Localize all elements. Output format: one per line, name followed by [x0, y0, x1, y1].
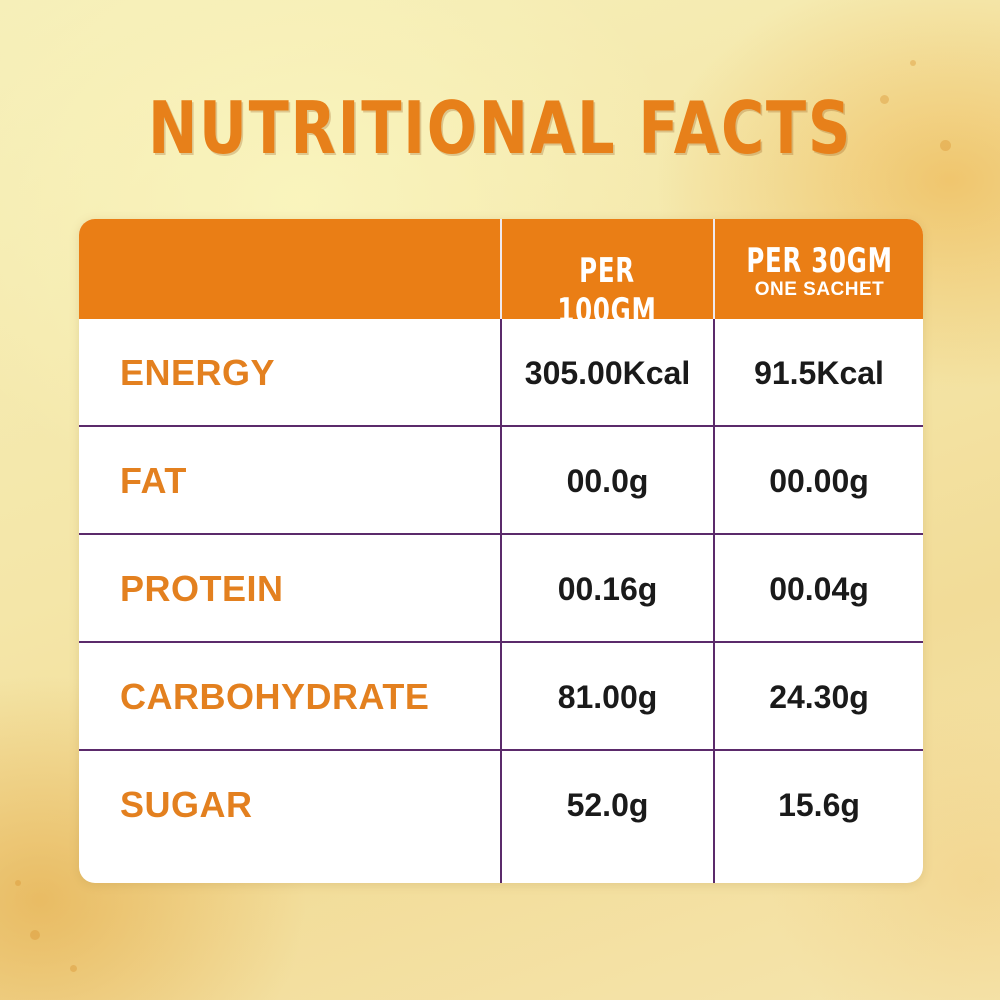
row-divider: [79, 425, 923, 427]
table-row-fat: FAT 00.0g 00.00g: [79, 427, 923, 535]
value-per-30gm: 91.5Kcal: [754, 355, 884, 391]
table-row-sugar: SUGAR 52.0g 15.6g: [79, 751, 923, 859]
row-divider: [79, 533, 923, 535]
value-per-30gm: 00.04g: [769, 571, 869, 607]
header-per-100gm: PER 100GM: [502, 219, 712, 331]
column-divider: [500, 219, 502, 883]
column-divider: [713, 219, 715, 883]
row-label: PROTEIN: [120, 568, 284, 609]
value-per-100gm: 00.0g: [566, 463, 649, 499]
header-per-30gm-label: PER 30GM: [746, 241, 893, 281]
header-per-30gm: PER 30GM ONE SACHET: [716, 219, 923, 319]
background-speck: [880, 95, 889, 104]
table-row-protein: PROTEIN 00.16g 00.04g: [79, 535, 923, 643]
value-per-30gm: 00.00g: [769, 463, 869, 499]
row-label: CARBOHYDRATE: [120, 676, 430, 717]
row-divider: [79, 749, 923, 751]
background-speck: [910, 60, 916, 66]
background-speck: [70, 965, 77, 972]
row-label: ENERGY: [120, 352, 276, 393]
table-row-energy: ENERGY 305.00Kcal 91.5Kcal: [79, 319, 923, 427]
header-per-100gm-label: PER 100GM: [557, 251, 657, 331]
row-label: FAT: [120, 460, 187, 501]
value-per-100gm: 52.0g: [566, 787, 649, 823]
header-column-divider: [500, 219, 502, 319]
value-per-100gm: 305.00Kcal: [524, 355, 691, 391]
value-per-100gm: 81.00g: [557, 679, 658, 715]
value-per-100gm: 00.16g: [557, 571, 658, 607]
header-column-divider: [713, 219, 715, 319]
background-speck: [30, 930, 40, 940]
page-title: NUTRITIONAL FACTS: [147, 86, 853, 170]
value-per-30gm: 24.30g: [769, 679, 869, 715]
table-row-carbohydrate: CARBOHYDRATE 81.00g 24.30g: [79, 643, 923, 751]
value-per-30gm: 15.6g: [778, 787, 860, 823]
row-divider: [79, 641, 923, 643]
row-label: SUGAR: [120, 784, 253, 825]
nutrition-table: PER 100GM PER 30GM ONE SACHET ENERGY 305…: [79, 219, 923, 883]
background-speck: [15, 880, 21, 886]
background-speck: [940, 140, 951, 151]
header-per-30gm-sublabel: ONE SACHET: [754, 279, 885, 300]
